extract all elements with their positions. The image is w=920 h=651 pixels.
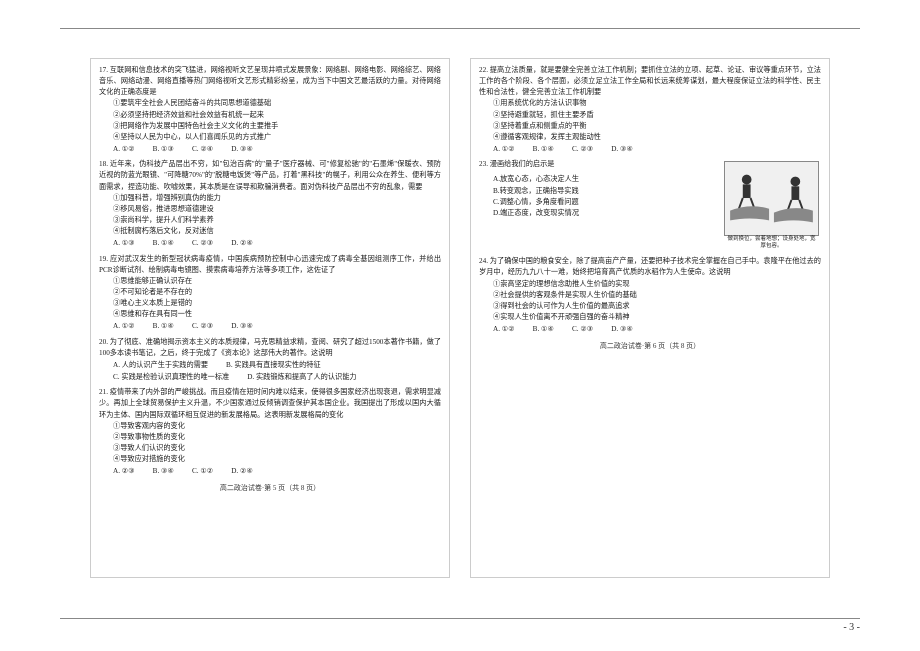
opt-d: D. ③④ <box>231 144 253 155</box>
qnum: 17. <box>99 66 108 74</box>
opt-a: A. ②③ <box>113 466 135 477</box>
opt-d: D. 实践锻炼和提高了人的认识能力 <box>247 372 356 383</box>
options: A. ②③ B. ③④ C. ①② D. ②④ <box>99 466 441 477</box>
circled-4: ④抵制腐朽落后文化，反对迷信 <box>99 226 441 237</box>
options-row1: A. 人的认识产生于实践的需要 B. 实践具有直接现实性的特征 <box>99 360 441 371</box>
circled-3: ③导致人们认识的变化 <box>99 443 441 454</box>
cartoon-caption: 做到换位，尝着地想；设身处地，宽厚包容。 <box>725 236 818 249</box>
stem-text: 互联网和信息技术的突飞猛进，网络视听文艺呈现井喷式发展景象：网络剧、网络电影、网… <box>99 66 441 96</box>
options: A. ①② B. ①④ C. ②③ D. ③④ <box>99 321 441 332</box>
stem-text: 近年来，伪科技产品层出不穷，如"包治百病"的"量子"医疗器械、可"修复松驰"的"… <box>99 160 441 190</box>
circled-4: ④思维和存在具有同一性 <box>99 309 441 320</box>
qnum: 22. <box>479 66 488 74</box>
options: A. ①② B. ①③ C. ②④ D. ③④ <box>99 144 441 155</box>
stem-text: 为了彻底、准确地揭示资本主义的本质规律，马克思精益求精，查阅、研究了超过1500… <box>99 338 441 357</box>
question-24: 24. 为了确保中国的粮食安全，除了提高亩产产量，还要把种子技术完全掌握在自己手… <box>479 256 821 335</box>
circled-2: ②必须坚持把经济效益和社会效益有机统一起来 <box>99 110 441 121</box>
qnum: 18. <box>99 160 108 168</box>
question-21: 21. 疫情带来了内外部的严峻挑战。而且疫情在短时间内难以结束，使得很多国家经济… <box>99 387 441 477</box>
circled-1: ①导致客观内容的变化 <box>99 421 441 432</box>
question-19: 19. 应对武汉发生的新型冠状病毒疫情，中国疾病预防控制中心迅速完成了病毒全基因… <box>99 254 441 333</box>
opt-b: B. ①④ <box>153 321 174 332</box>
circled-3: ③坚持着重点和侧重点的平衡 <box>479 121 821 132</box>
circled-4: ④遵循客观规律，发挥主观能动性 <box>479 132 821 143</box>
opt-c: C. ②④ <box>192 144 213 155</box>
circled-2: ②移风易俗，推进思想道德建设 <box>99 204 441 215</box>
page-6: 22. 提高立法质量，就是要健全完善立法工作机制；要抓住立法的立项、起草、论证、… <box>470 58 830 578</box>
opt-a: A. ①② <box>493 144 515 155</box>
opt-d: D. ②④ <box>231 238 253 249</box>
opt-a: A. 人的认识产生于实践的需要 <box>113 360 208 371</box>
circled-2: ②不可知论者是不存在的 <box>99 287 441 298</box>
opt-a: A. ①② <box>113 321 135 332</box>
circled-4: ④坚持以人民为中心，以人们喜闻乐见的方式推广 <box>99 132 441 143</box>
circled-3: ③崇尚科学，提升人们科学素养 <box>99 215 441 226</box>
options: A. ①② B. ①④ C. ②③ D. ③④ <box>479 144 821 155</box>
options: A. ①② B. ①④ C. ②③ D. ③④ <box>479 324 821 335</box>
stem-text: 漫画给我们的启示是 <box>490 160 555 168</box>
stem-text: 应对武汉发生的新型冠状病毒疫情，中国疾病预防控制中心迅速完成了病毒全基因组测序工… <box>99 255 441 274</box>
exam-sheet: 17. 互联网和信息技术的突飞猛进，网络视听文艺呈现井喷式发展景象：网络剧、网络… <box>90 58 830 578</box>
options: A. ①③ B. ①④ C. ②③ D. ②④ <box>99 238 441 249</box>
opt-b: B. ①④ <box>533 144 554 155</box>
opt-b: B. ①③ <box>153 144 174 155</box>
opt-c: C. 实践是检验认识真理性的唯一标准 <box>113 372 229 383</box>
qnum: 21. <box>99 388 108 396</box>
circled-4: ④导致应对措施的变化 <box>99 454 441 465</box>
question-20: 20. 为了彻底、准确地揭示资本主义的本质规律，马克思精益求精，查阅、研究了超过… <box>99 337 441 384</box>
opt-b: B. ③④ <box>153 466 174 477</box>
question-18: 18. 近年来，伪科技产品层出不穷，如"包治百病"的"量子"医疗器械、可"修复松… <box>99 159 441 249</box>
circled-1: ①崇高坚定的理想信念助推人生价值的实现 <box>479 279 821 290</box>
circled-1: ①用系统优化的方法认识事物 <box>479 98 821 109</box>
opt-d: D. ③④ <box>611 324 633 335</box>
opt-d: D. ③④ <box>611 144 633 155</box>
qnum: 20. <box>99 338 108 346</box>
opt-c: C. ②③ <box>192 321 213 332</box>
stem-text: 为了确保中国的粮食安全，除了提高亩产产量，还要把种子技术完全掌握在自己手中。袁隆… <box>479 257 821 276</box>
question-23: 做到换位，尝着地想；设身处地，宽厚包容。 23. 漫画给我们的启示是 A.放宽心… <box>479 159 821 252</box>
circled-3: ③把网络作为发展中国特色社会主义文化的主要推手 <box>99 121 441 132</box>
qnum: 19. <box>99 255 108 263</box>
circled-3: ③唯心主义本质上是错的 <box>99 298 441 309</box>
circled-3: ③得到社会的认可作为人生价值的最高追求 <box>479 301 821 312</box>
stem-text: 提高立法质量，就是要健全完善立法工作机制；要抓住立法的立项、起草、论证、审议等重… <box>479 66 821 96</box>
qnum: 23. <box>479 160 488 168</box>
question-22: 22. 提高立法质量，就是要健全完善立法工作机制；要抓住立法的立项、起草、论证、… <box>479 65 821 155</box>
circled-2: ②社会提供的客观条件是实现人生价值的基础 <box>479 290 821 301</box>
opt-b: B. ①④ <box>533 324 554 335</box>
opt-c: C. ①② <box>192 466 213 477</box>
opt-b: B. 实践具有直接现实性的特征 <box>226 360 321 371</box>
qnum: 24. <box>479 257 488 265</box>
circled-2: ②坚持避重就轻，抓住主要矛盾 <box>479 110 821 121</box>
opt-c: C. ②③ <box>572 144 593 155</box>
page-5: 17. 互联网和信息技术的突飞猛进，网络视听文艺呈现井喷式发展景象：网络剧、网络… <box>90 58 450 578</box>
circled-1: ①加强科普，增强辨别真伪的能力 <box>99 193 441 204</box>
opt-a: A. ①③ <box>113 238 135 249</box>
opt-d: D. ②④ <box>231 466 253 477</box>
document-page-number: - 3 - <box>843 622 860 633</box>
opt-a: A. ①② <box>113 144 135 155</box>
page-footer-6: 高二政治试卷·第 6 页（共 8 页） <box>479 341 821 352</box>
opt-d: D. ③④ <box>231 321 253 332</box>
circled-1: ①要筑牢全社会人民团结奋斗的共同思想道德基础 <box>99 98 441 109</box>
opt-a: A. ①② <box>493 324 515 335</box>
cartoon-image: 做到换位，尝着地想；设身处地，宽厚包容。 <box>724 161 819 236</box>
opt-b: B. ①④ <box>153 238 174 249</box>
circled-4: ④实现人生价值离不开顽强自强的奋斗精神 <box>479 312 821 323</box>
opt-c: C. ②③ <box>192 238 213 249</box>
top-rule <box>60 28 860 29</box>
question-17: 17. 互联网和信息技术的突飞猛进，网络视听文艺呈现井喷式发展景象：网络剧、网络… <box>99 65 441 155</box>
circled-2: ②导致事物性质的变化 <box>99 432 441 443</box>
opt-c: C. ②③ <box>572 324 593 335</box>
circled-1: ①思维能够正确认识存在 <box>99 276 441 287</box>
stem-text: 疫情带来了内外部的严峻挑战。而且疫情在短时间内难以结束，使得很多国家经济出现衰退… <box>99 388 441 418</box>
options-row2: C. 实践是检验认识真理性的唯一标准 D. 实践锻炼和提高了人的认识能力 <box>99 372 441 383</box>
page-footer-5: 高二政治试卷·第 5 页（共 8 页） <box>99 483 441 494</box>
